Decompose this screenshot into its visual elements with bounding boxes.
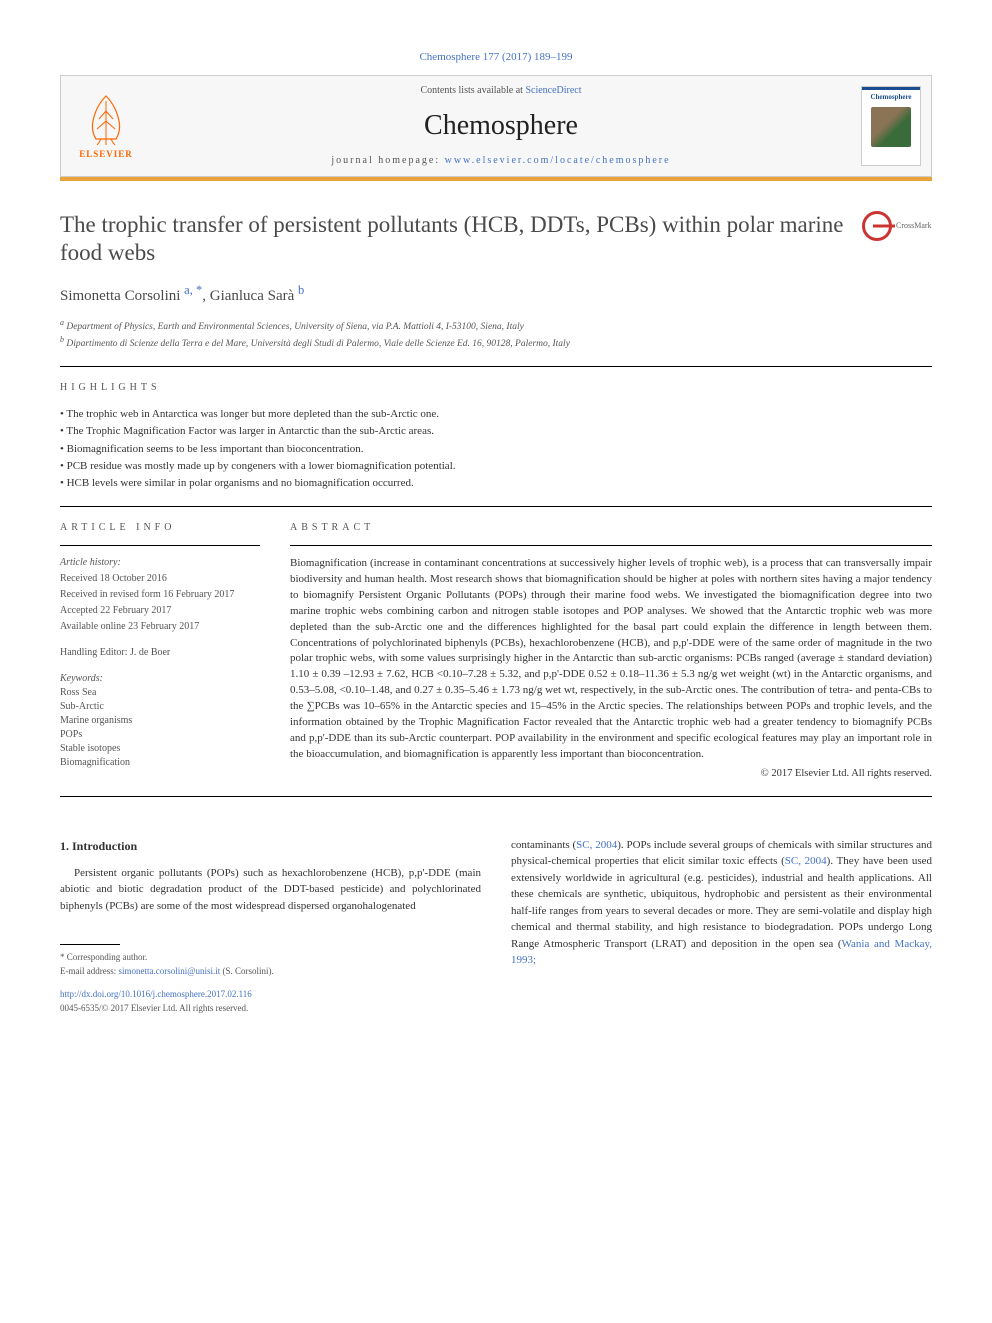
cover-image bbox=[871, 107, 911, 147]
issn-line: 0045-6535/© 2017 Elsevier Ltd. All right… bbox=[60, 1003, 248, 1013]
cover-bar bbox=[862, 87, 920, 90]
affiliations: a Department of Physics, Earth and Envir… bbox=[60, 317, 932, 352]
article-history: Article history: Received 18 October 201… bbox=[60, 556, 260, 634]
doi-link[interactable]: http://dx.doi.org/10.1016/j.chemosphere.… bbox=[60, 989, 252, 999]
highlights-label: HIGHLIGHTS bbox=[60, 381, 932, 395]
journal-name: Chemosphere bbox=[141, 106, 861, 145]
cover-title: Chemosphere bbox=[862, 93, 920, 103]
divider bbox=[60, 796, 932, 797]
top-citation: Chemosphere 177 (2017) 189–199 bbox=[60, 50, 932, 65]
crossmark-icon bbox=[862, 211, 892, 241]
highlight-item: • HCB levels were similar in polar organ… bbox=[60, 476, 932, 491]
keyword-item: POPs bbox=[60, 728, 260, 742]
authors: Simonetta Corsolini a, *, Gianluca Sarà … bbox=[60, 282, 932, 307]
journal-header: ELSEVIER Contents lists available at Sci… bbox=[60, 75, 932, 176]
contents-text: Contents lists available at bbox=[420, 85, 525, 96]
sciencedirect-link[interactable]: ScienceDirect bbox=[525, 85, 581, 96]
affiliation-b: b Dipartimento di Scienze della Terra e … bbox=[60, 334, 932, 351]
crossmark-label: CrossMark bbox=[896, 220, 932, 231]
email-link[interactable]: simonetta.corsolini@unisi.it bbox=[118, 966, 220, 976]
homepage-label: journal homepage: bbox=[331, 155, 444, 166]
elsevier-text: ELSEVIER bbox=[79, 148, 133, 161]
history-revised: Received in revised form 16 February 201… bbox=[60, 588, 260, 602]
doi-block: http://dx.doi.org/10.1016/j.chemosphere.… bbox=[60, 988, 481, 1015]
intro-left-column: 1. Introduction Persistent organic pollu… bbox=[60, 837, 481, 1016]
divider bbox=[60, 545, 260, 546]
history-heading: Article history: bbox=[60, 556, 260, 570]
intro-text: ). They have been used extensively world… bbox=[511, 855, 932, 950]
keyword-item: Biomagnification bbox=[60, 756, 260, 770]
abstract-text: Biomagnification (increase in contaminan… bbox=[290, 556, 932, 763]
divider bbox=[60, 366, 932, 367]
ref-link-sc2004-2[interactable]: SC, 2004 bbox=[785, 855, 827, 867]
abstract-label: ABSTRACT bbox=[290, 521, 932, 535]
highlight-item: • The trophic web in Antarctica was long… bbox=[60, 407, 932, 422]
elsevier-logo[interactable]: ELSEVIER bbox=[71, 86, 141, 166]
corresponding-author: * Corresponding author. bbox=[60, 951, 481, 965]
intro-heading: 1. Introduction bbox=[60, 837, 481, 855]
homepage-line: journal homepage: www.elsevier.com/locat… bbox=[141, 154, 861, 168]
history-accepted: Accepted 22 February 2017 bbox=[60, 604, 260, 618]
contents-line: Contents lists available at ScienceDirec… bbox=[141, 84, 861, 98]
intro-right-column: contaminants (SC, 2004). POPs include se… bbox=[511, 837, 932, 1016]
elsevier-tree-icon bbox=[81, 91, 131, 146]
email-label: E-mail address: bbox=[60, 966, 118, 976]
article-title: The trophic transfer of persistent pollu… bbox=[60, 211, 847, 269]
handling-editor: Handling Editor: J. de Boer bbox=[60, 646, 260, 660]
footnote-separator bbox=[60, 944, 120, 945]
keywords-block: Keywords: Ross SeaSub-ArcticMarine organ… bbox=[60, 672, 260, 770]
intro-paragraph-2: contaminants (SC, 2004). POPs include se… bbox=[511, 837, 932, 969]
history-received: Received 18 October 2016 bbox=[60, 572, 260, 586]
highlight-item: • PCB residue was mostly made up by cong… bbox=[60, 459, 932, 474]
keyword-item: Ross Sea bbox=[60, 686, 260, 700]
keyword-item: Stable isotopes bbox=[60, 742, 260, 756]
crossmark-badge[interactable]: CrossMark bbox=[862, 211, 932, 241]
highlight-item: • Biomagnification seems to be less impo… bbox=[60, 442, 932, 457]
citation-link[interactable]: Chemosphere 177 (2017) 189–199 bbox=[419, 51, 572, 63]
ref-link-sc2004-1[interactable]: SC, 2004 bbox=[576, 839, 617, 851]
keywords-label: Keywords: bbox=[60, 672, 260, 686]
highlight-item: • The Trophic Magnification Factor was l… bbox=[60, 424, 932, 439]
keyword-item: Marine organisms bbox=[60, 714, 260, 728]
intro-text: contaminants ( bbox=[511, 839, 576, 851]
divider bbox=[290, 545, 932, 546]
homepage-link[interactable]: www.elsevier.com/locate/chemosphere bbox=[445, 155, 671, 166]
copyright: © 2017 Elsevier Ltd. All rights reserved… bbox=[290, 767, 932, 782]
highlights-list: • The trophic web in Antarctica was long… bbox=[60, 407, 932, 492]
intro-paragraph-1: Persistent organic pollutants (POPs) suc… bbox=[60, 865, 481, 915]
article-info-label: ARTICLE INFO bbox=[60, 521, 260, 535]
journal-cover[interactable]: Chemosphere bbox=[861, 86, 921, 166]
affiliation-a: a Department of Physics, Earth and Envir… bbox=[60, 317, 932, 334]
divider bbox=[60, 506, 932, 507]
history-online: Available online 23 February 2017 bbox=[60, 620, 260, 634]
email-after: (S. Corsolini). bbox=[220, 966, 274, 976]
email-line: E-mail address: simonetta.corsolini@unis… bbox=[60, 965, 481, 979]
keyword-item: Sub-Arctic bbox=[60, 700, 260, 714]
